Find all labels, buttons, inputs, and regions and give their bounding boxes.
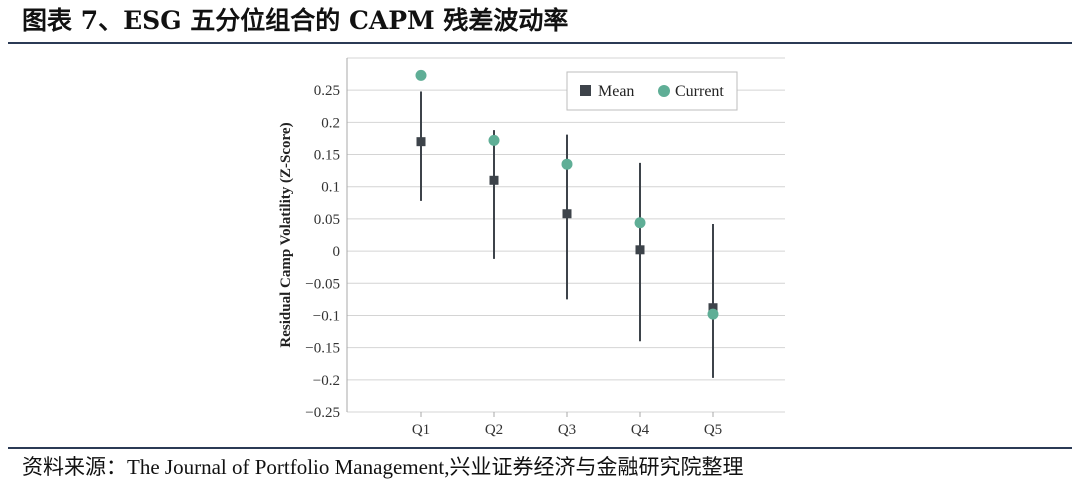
x-tick-label: Q2 <box>485 422 503 438</box>
mean-point <box>635 245 645 255</box>
legend-mean-marker <box>580 85 591 96</box>
y-tick-label: 0.2 <box>321 115 340 131</box>
mean-point <box>489 175 499 185</box>
mean-point <box>416 137 426 147</box>
y-tick-label: 0.15 <box>314 148 340 164</box>
data-marks <box>415 69 719 378</box>
y-tick-label: 0 <box>333 244 341 260</box>
source-rule <box>8 447 1072 449</box>
mean-point <box>562 209 572 219</box>
mean-point <box>708 303 718 313</box>
y-tick-label: −0.25 <box>305 405 340 421</box>
current-point <box>415 69 427 81</box>
x-tick-labels: Q1 Q2 Q3 Q4 Q5 <box>412 412 722 438</box>
legend-current-label: Current <box>675 83 724 100</box>
x-tick-label: Q3 <box>558 422 576 438</box>
legend-current-marker <box>658 85 670 97</box>
y-tick-label: 0.05 <box>314 212 340 228</box>
y-tick-label: −0.1 <box>313 308 340 324</box>
x-tick-label: Q5 <box>704 422 722 438</box>
legend: Mean Current <box>566 71 738 111</box>
current-point <box>634 217 646 229</box>
y-tick-label: −0.2 <box>313 373 340 389</box>
current-point <box>488 134 500 146</box>
x-tick-label: Q4 <box>631 422 650 438</box>
figure-title: 图表 7、ESG 五分位组合的 CAPM 残差波动率 <box>22 6 569 35</box>
y-tick-label: 0.25 <box>314 83 340 99</box>
y-tick-label: −0.15 <box>305 341 340 357</box>
current-point <box>707 308 719 320</box>
current-point <box>561 158 573 170</box>
figure-source: 资料来源：The Journal of Portfolio Management… <box>22 455 744 479</box>
y-axis-label: Residual Camp Volatility (Z-Score) <box>278 122 294 347</box>
legend-box <box>566 71 738 111</box>
y-tick-labels: 0.25 0.2 0.15 0.1 0.05 0 −0.05 −0.1 −0.15 −0.2 −0.… <box>305 83 340 421</box>
y-tick-label: −0.05 <box>305 276 340 292</box>
legend-mean-label: Mean <box>598 83 634 100</box>
y-tick-label: 0.1 <box>321 180 340 196</box>
title-rule <box>8 42 1072 44</box>
x-tick-label: Q1 <box>412 422 430 438</box>
